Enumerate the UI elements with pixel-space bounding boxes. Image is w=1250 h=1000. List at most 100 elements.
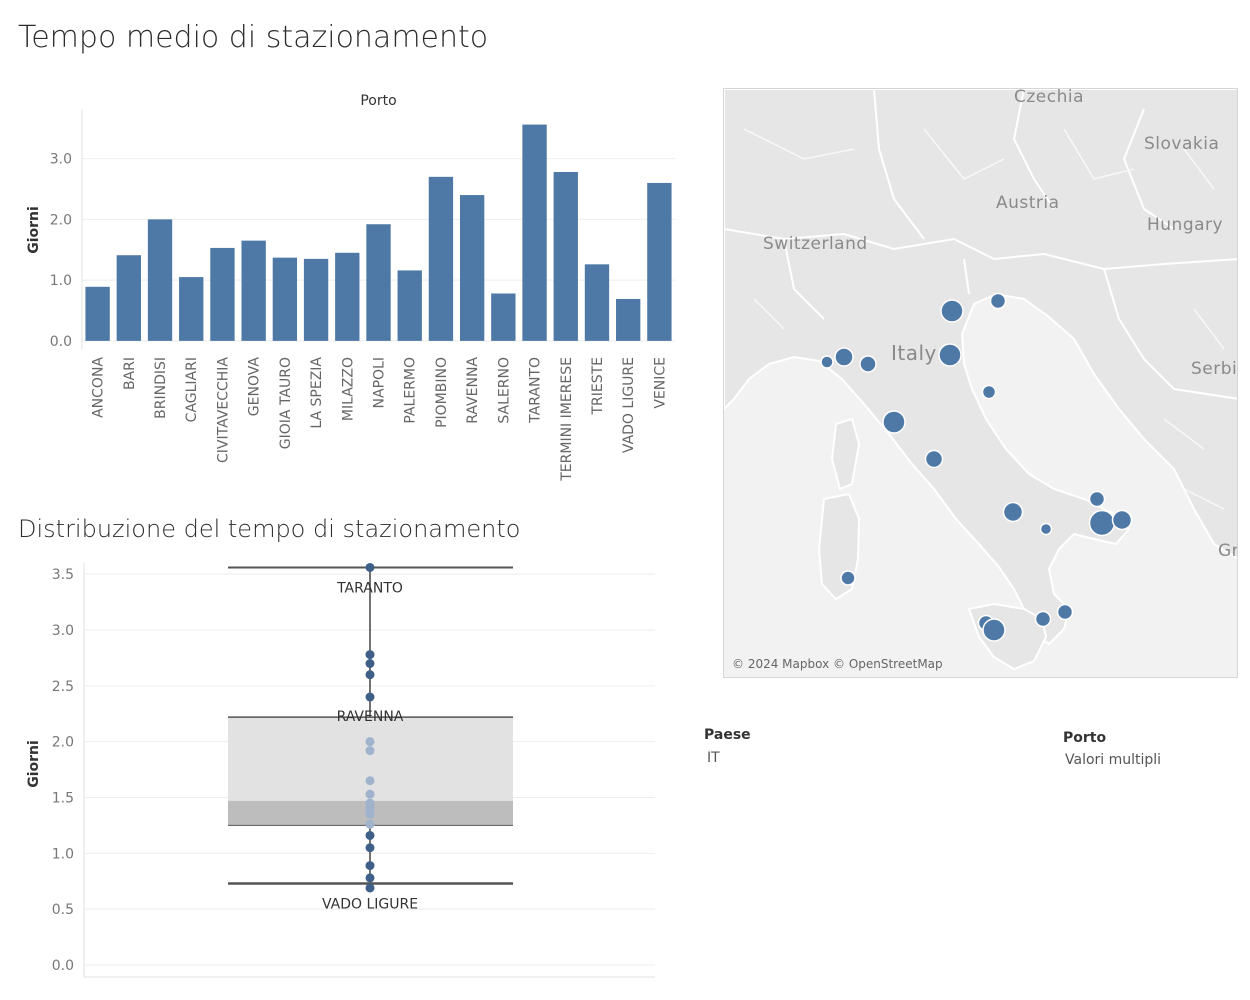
bar-la-spezia[interactable]	[303, 258, 329, 341]
map-label-czechia: Czechia	[1014, 88, 1085, 107]
port-bubble-taranto	[1088, 509, 1116, 537]
box-data-point[interactable]	[365, 873, 375, 883]
bar-palermo[interactable]	[397, 270, 422, 341]
port-bubble-trieste	[989, 292, 1007, 310]
bar-category-label: MILAZZO	[340, 357, 356, 421]
bar-category-label: RAVENNA	[465, 357, 481, 424]
bar-category-label: GENOVA	[247, 357, 263, 417]
box-ytick-label: 2.0	[52, 735, 74, 751]
box-plot[interactable]: Giorni 0.0 0.5 1.0 1.5 2.0 2.5 3.0 3.5 TARANTO RAV…	[0, 555, 680, 985]
box-annotation-vado-ligure: VADO LIGURE	[322, 896, 418, 912]
bar-bari[interactable]	[116, 255, 141, 341]
port-bubble-ancona	[981, 384, 997, 400]
port-bubble-salerno	[1039, 522, 1053, 536]
box-upper-half[interactable]	[228, 717, 513, 801]
bar-vado-ligure[interactable]	[616, 298, 641, 341]
box-data-point[interactable]	[365, 737, 375, 747]
region-lines	[743, 128, 1225, 510]
port-bubble-venice	[940, 299, 964, 323]
bar-chart[interactable]: Porto Giorni 0.0 1.0 2.0 3.0 ANCONA BARI BRINDIS…	[0, 85, 690, 505]
bar-cagliari[interactable]	[179, 277, 204, 341]
port-bubble-cagliari	[840, 570, 856, 586]
bar-category-label: BRINDISI	[153, 357, 169, 419]
box-chart-ylabel: Giorni	[26, 740, 42, 788]
bar-venice[interactable]	[647, 182, 672, 341]
port-bubble-termini-imerese	[982, 618, 1006, 642]
box-data-point[interactable]	[365, 692, 375, 702]
bar-brindisi[interactable]	[147, 219, 173, 341]
box-data-point[interactable]	[365, 798, 375, 808]
mainland-europe-shape	[724, 89, 1237, 646]
filter-porto-title: Porto	[1063, 730, 1107, 746]
map-credit: © 2024 Mapbox © OpenStreetMap	[732, 657, 943, 671]
bar-salerno[interactable]	[491, 293, 516, 341]
bar-ytick-label: 1.0	[50, 273, 72, 289]
bar-category-label: GIOIA TAURO	[278, 357, 294, 449]
port-bubble-ravenna	[938, 343, 962, 367]
bar-ytick-label: 2.0	[50, 212, 72, 228]
box-annotation-taranto: TARANTO	[336, 580, 403, 596]
bar-category-label: CIVITAVECCHIA	[215, 357, 231, 463]
box-data-point[interactable]	[365, 562, 375, 572]
map-label-serbia: Serbi	[1191, 359, 1238, 379]
port-bubble-napoli	[1002, 501, 1024, 523]
bar-gioia-tauro[interactable]	[272, 257, 298, 341]
bar-milazzo[interactable]	[335, 252, 360, 341]
box-data-point[interactable]	[365, 883, 375, 893]
port-bubble-gioia-tauro	[1056, 603, 1074, 621]
bar-category-label: PIOMBINO	[434, 357, 450, 428]
box-annotation-ravenna: RAVENNA	[337, 709, 404, 725]
bar-category-label: VENICE	[652, 357, 668, 409]
box-data-point[interactable]	[365, 830, 375, 840]
port-bubble-genova	[834, 347, 854, 367]
bar-category-label: VADO LIGURE	[621, 357, 637, 453]
bar-category-label: CAGLIARI	[184, 357, 200, 422]
bar-category-label: LA SPEZIA	[309, 357, 325, 429]
corsica-shape	[830, 417, 861, 491]
bar-taranto[interactable]	[522, 124, 547, 341]
bar-ancona[interactable]	[85, 286, 110, 341]
box-ytick-label: 3.0	[52, 623, 74, 639]
port-bubble-brindisi	[1111, 509, 1133, 531]
map-label-slovakia: Slovakia	[1144, 134, 1220, 154]
bar-ravenna[interactable]	[459, 195, 485, 341]
box-data-point[interactable]	[365, 659, 375, 668]
box-ytick-label: 1.0	[52, 846, 74, 862]
port-bubbles	[820, 292, 1133, 642]
box-data-point[interactable]	[365, 819, 375, 829]
port-bubble-civitavecchia	[924, 449, 944, 469]
box-data-point[interactable]	[365, 670, 375, 680]
map-canvas	[724, 89, 1237, 677]
bar-category-label: SALERNO	[496, 357, 512, 424]
bar-category-label: ANCONA	[91, 357, 107, 418]
box-chart-title: Distribuzione del tempo di stazionamento	[18, 515, 521, 543]
box-data-point[interactable]	[365, 843, 375, 853]
box-data-point[interactable]	[365, 861, 375, 871]
map-label-austria: Austria	[996, 193, 1060, 213]
bar-trieste[interactable]	[584, 264, 610, 341]
box-ytick-label: 1.5	[52, 791, 74, 807]
box-data-point[interactable]	[365, 789, 375, 799]
bar-napoli[interactable]	[366, 224, 391, 341]
bar-termini-imerese[interactable]	[553, 171, 578, 341]
box-data-point[interactable]	[365, 776, 375, 786]
bar-ytick-label: 0.0	[50, 334, 72, 350]
box-data-point[interactable]	[365, 746, 375, 756]
port-bubble-la-spezia	[859, 355, 877, 373]
port-map[interactable]: Czechia Slovakia Austria Hungary Switzer…	[723, 88, 1238, 678]
bar-chart-header: Porto	[360, 93, 396, 109]
bar-piombino[interactable]	[428, 176, 454, 341]
port-bubble-piombino	[882, 410, 906, 434]
bar-civitavecchia[interactable]	[210, 247, 235, 341]
box-data-point[interactable]	[365, 809, 375, 819]
filter-porto-value[interactable]: Valori multipli	[1065, 752, 1162, 768]
bar-genova[interactable]	[241, 240, 266, 341]
box-ytick-label: 0.0	[52, 958, 74, 974]
box-data-point[interactable]	[365, 650, 375, 660]
bar-chart-ylabel: Giorni	[26, 206, 42, 254]
box-ytick-label: 0.5	[52, 902, 74, 918]
bar-category-label: PALERMO	[403, 357, 419, 424]
bar-ytick-label: 3.0	[50, 152, 72, 168]
bar-category-label: TRIESTE	[590, 357, 606, 416]
filter-paese-value[interactable]: IT	[707, 750, 720, 766]
